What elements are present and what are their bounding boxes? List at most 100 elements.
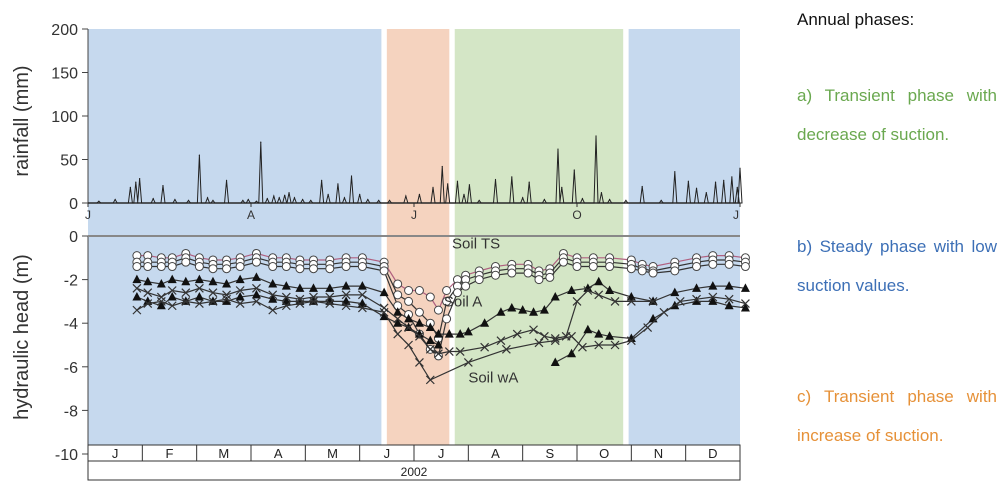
circle-marker [670,266,680,276]
circle-marker [545,272,555,282]
triangle-marker [167,274,177,284]
rainfall-peak [293,197,296,199]
triangle-marker [463,326,473,336]
series-annotation: Soil A [444,293,482,310]
circle-marker [357,262,367,272]
cross-marker [610,340,620,350]
cross-marker [550,336,560,346]
month-label: N [654,446,663,461]
cross-marker [167,301,177,311]
cross-marker [455,347,465,356]
rainfall-peak [114,198,116,201]
triangle-marker [235,274,245,284]
rainfall-peak [266,198,268,200]
rainfall-peak [139,178,141,180]
head-y-tick-label: -10 [55,447,78,464]
cross-marker [194,299,204,309]
rainfall-peak [705,191,707,194]
circle-marker [637,266,647,276]
phase-c-text: c) Transient phase with increase of suct… [797,387,997,445]
triangle-marker [181,276,191,286]
triangle-marker [455,329,465,338]
rainfall-peak [625,199,627,201]
cross-marker [572,296,582,306]
cross-marker [167,286,177,295]
series-annotation: Soil TS [452,236,500,253]
rainfall-peak [600,191,603,194]
circle-marker [474,275,484,285]
rainfall-peak [695,187,698,189]
rainfall-peak [463,193,465,195]
cross-marker [501,344,511,354]
cross-marker [463,358,473,367]
rainfall-peak [135,181,137,183]
rainfall-peak [225,179,228,181]
cross-marker [252,283,261,293]
rainfall-peak [714,181,717,183]
circle-marker [648,268,658,278]
rainfall-peak [674,171,676,173]
cross-marker [434,349,443,359]
triangle-marker [222,296,232,305]
phase-band [628,29,740,454]
rainfall-peak [162,185,164,187]
circle-marker [461,281,471,291]
rainfall-y-tick-label: 200 [51,22,78,39]
cross-marker [268,290,278,300]
cross-marker [222,290,231,300]
triangle-marker [425,322,435,332]
head-y-tick-label: 0 [69,229,78,246]
rainfall-peak [206,197,209,199]
cross-marker [341,301,351,311]
triangle-marker [567,348,577,358]
circle-marker [143,262,153,272]
cross-marker [692,294,701,304]
cross-marker [281,292,291,302]
rainfall-peak [731,176,733,178]
rainfall-peak [595,135,597,137]
triangle-marker [724,281,734,290]
cross-marker [404,340,413,350]
triangle-marker [379,287,389,297]
circle-marker [523,268,533,278]
triangle-marker [222,278,232,288]
hydraulic-head-axis: -10 -8 -6 -4 -2 0 hydraulic head (m) [11,229,740,464]
triangle-marker [518,305,528,314]
triangle-marker [708,281,718,290]
triangle-marker [281,281,291,290]
triangle-marker [268,278,278,288]
circle-marker [692,262,702,272]
rainfall-y-tick-label: 0 [69,196,78,213]
circle-marker [740,262,750,272]
rainfall-peak [609,198,611,201]
rainfall-peak [478,199,480,201]
rainfall-peak [327,193,329,195]
year-label: 2002 [401,465,428,479]
rainfall-peak [528,181,530,183]
triangle-marker [268,294,278,303]
triangle-marker [433,340,443,349]
cross-marker [156,296,166,306]
circle-marker [572,262,582,272]
rainfall-peak [561,186,563,188]
cross-marker [741,299,750,309]
circle-marker [379,266,389,276]
circle-marker [268,262,278,272]
cross-marker [309,292,318,302]
circle-marker [222,264,232,274]
rainfall-peak [212,199,214,201]
triangle-marker [132,292,142,301]
cross-marker [281,301,291,311]
cross-marker [594,340,604,350]
rainfall-peak [242,199,244,201]
series-line [136,287,654,355]
cross-marker [425,344,435,354]
month-label: F [166,446,174,461]
circle-marker [724,259,734,269]
cross-marker [309,296,318,306]
rainfall-peak [660,199,662,201]
triangle-marker [156,300,166,310]
cross-marker [404,323,413,332]
circle-marker [414,286,424,295]
cross-marker [659,307,669,317]
